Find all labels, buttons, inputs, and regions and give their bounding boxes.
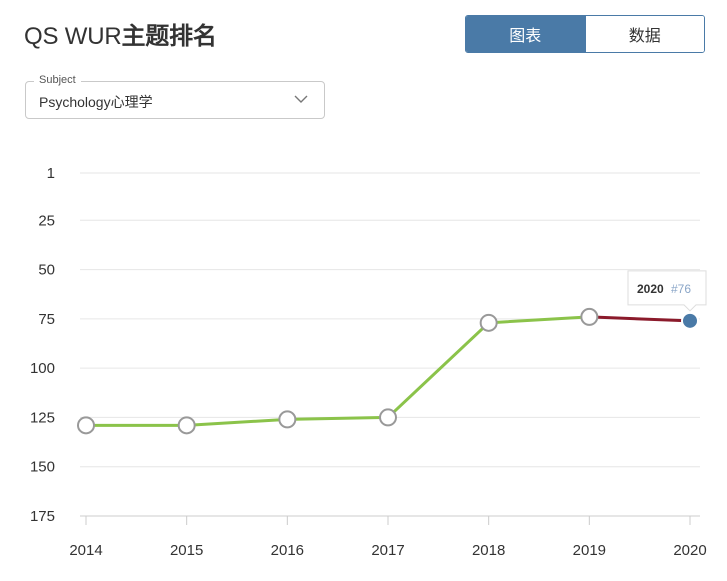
- x-tick-label: 2014: [69, 542, 102, 559]
- tooltip-box: [627, 270, 707, 312]
- data-point[interactable]: [177, 416, 196, 435]
- y-tick-label: 175: [30, 508, 55, 525]
- title-prefix: QS WUR: [24, 23, 122, 50]
- subject-select-value: Psychology心理学: [39, 94, 153, 110]
- chart-grid: [80, 172, 700, 517]
- series-line-green: [86, 315, 590, 427]
- x-tick-label: 2019: [573, 542, 606, 559]
- x-tick-label: 2020: [673, 542, 706, 559]
- title-suffix: 主题排名: [121, 23, 217, 50]
- x-tick-label: 2018: [472, 542, 505, 559]
- view-toggle: 图表 数据: [465, 15, 705, 53]
- data-point[interactable]: [278, 410, 297, 429]
- y-tick-label: 150: [30, 459, 55, 476]
- y-tick-label: 100: [30, 360, 55, 377]
- x-axis: 2014 2015 2016 2017 2018 2019 2020: [69, 516, 707, 559]
- y-tick-label: 75: [38, 311, 55, 328]
- y-tick-label: 25: [38, 212, 55, 229]
- data-point[interactable]: [379, 408, 397, 427]
- y-tick-label: 50: [38, 262, 55, 279]
- tooltip-rank: #76: [671, 282, 691, 296]
- tab-chart[interactable]: 图表: [466, 16, 585, 52]
- tooltip: 2020 #76: [627, 270, 707, 312]
- x-tick-label: 2015: [170, 542, 203, 559]
- y-tick-label: 125: [30, 409, 55, 426]
- page-title: QS WUR主题排名: [24, 16, 217, 51]
- data-point-highlighted[interactable]: [681, 311, 699, 330]
- x-tick-label: 2016: [271, 542, 304, 559]
- y-tick-label: 1: [47, 165, 55, 182]
- subject-select-label: Subject: [34, 74, 81, 86]
- series-lines: [86, 315, 691, 427]
- series-points: [77, 307, 699, 435]
- tooltip-year: 2020: [637, 282, 664, 296]
- series-line-highlight: [589, 315, 691, 323]
- tab-data[interactable]: 数据: [584, 16, 704, 52]
- data-point[interactable]: [479, 313, 498, 332]
- data-point[interactable]: [580, 307, 599, 326]
- subject-select[interactable]: Subject Psychology心理学: [25, 74, 325, 119]
- data-point[interactable]: [77, 416, 95, 435]
- chevron-down-icon: [294, 95, 308, 103]
- x-tick-label: 2017: [371, 542, 404, 559]
